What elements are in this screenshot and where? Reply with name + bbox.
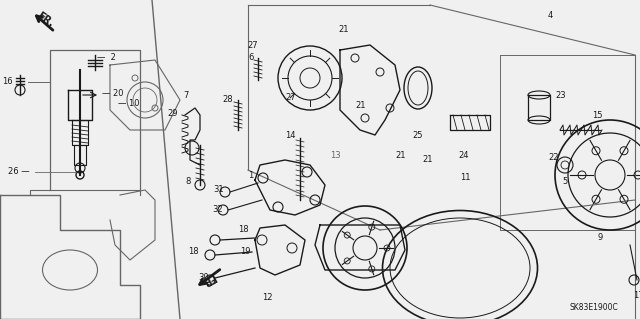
Text: 24: 24 (458, 151, 468, 160)
Text: 18: 18 (188, 248, 198, 256)
Text: 5: 5 (562, 177, 567, 187)
Text: 7: 7 (183, 91, 188, 100)
Text: 14: 14 (285, 130, 296, 139)
Text: 12: 12 (262, 293, 273, 302)
Text: 8: 8 (185, 177, 190, 187)
Text: 21: 21 (355, 100, 365, 109)
Text: 21: 21 (422, 155, 433, 165)
Text: 19: 19 (240, 248, 250, 256)
Text: 31: 31 (213, 186, 223, 195)
Text: —  2: — 2 (97, 54, 116, 63)
Text: 23: 23 (555, 91, 566, 100)
Text: 17: 17 (633, 291, 640, 300)
Text: 15: 15 (592, 110, 602, 120)
Text: — 10: — 10 (118, 99, 140, 108)
Text: FR.: FR. (35, 11, 55, 29)
Text: 29: 29 (167, 108, 177, 117)
Text: 1: 1 (248, 170, 253, 180)
Text: 13: 13 (330, 151, 340, 160)
Text: SK83E1900C: SK83E1900C (570, 303, 619, 313)
Text: 27: 27 (247, 41, 258, 49)
Text: 32: 32 (212, 205, 223, 214)
Text: FR.: FR. (196, 271, 218, 289)
Text: 21: 21 (338, 26, 349, 34)
Text: 22: 22 (548, 153, 559, 162)
Text: 4: 4 (548, 11, 553, 19)
Text: 27: 27 (285, 93, 296, 102)
Text: 25: 25 (412, 130, 422, 139)
Text: 9: 9 (598, 233, 604, 241)
Text: 28: 28 (222, 95, 232, 105)
Text: — 20: — 20 (102, 88, 124, 98)
Text: 11: 11 (460, 174, 470, 182)
Text: 6: 6 (248, 54, 253, 63)
Text: 30: 30 (198, 273, 209, 283)
Text: 26 —: 26 — (8, 167, 29, 176)
Text: 16: 16 (2, 78, 13, 86)
Text: 18: 18 (238, 226, 248, 234)
Text: 21: 21 (395, 151, 406, 160)
